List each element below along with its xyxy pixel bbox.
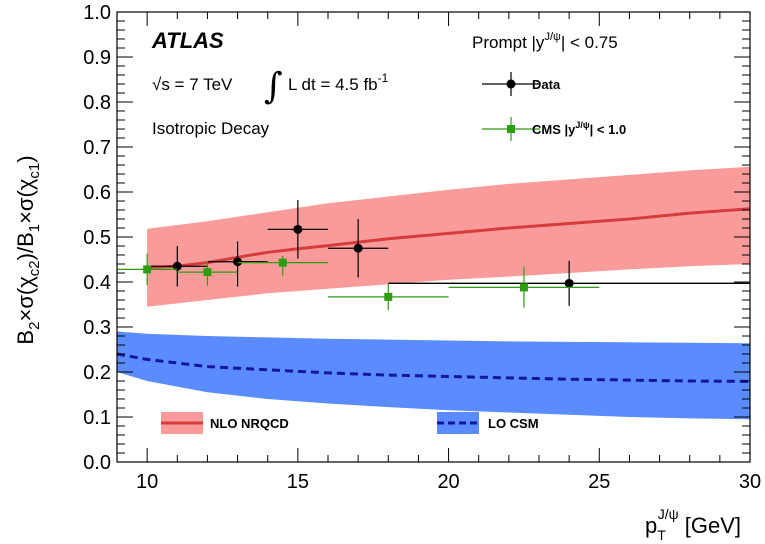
legend-lo: LO CSM: [437, 412, 539, 434]
lo-curve: [116, 352, 751, 383]
y-tick-label: 0.2: [83, 362, 111, 384]
cms-point: [237, 255, 328, 277]
axis-ticks: 10 15 20 25 30 0.0 0.1 0.2 0.3 0.4 0.5 0.6 0.7 0.8 0.9…: [83, 2, 761, 493]
y-tick-label: 0.1: [83, 407, 111, 429]
cms-marker: [384, 292, 393, 301]
data-point: [207, 241, 268, 287]
cms-point: [177, 260, 238, 286]
legend-lo-swatch: [437, 412, 479, 434]
isotropic-label: Isotropic Decay: [152, 119, 270, 138]
data-points: [117, 200, 750, 311]
y-tick-label: 0.6: [83, 182, 111, 204]
y-tick-label: 0.5: [83, 227, 111, 249]
energy-label: √s = 7 TeV: [152, 75, 233, 94]
data-point: [147, 246, 208, 287]
luminosity-label: L dt = 4.5 fb-1: [288, 71, 389, 94]
y-axis-title: B2×σ(χc2)/B1×σ(χc1): [13, 155, 43, 344]
nlo-band: [147, 166, 751, 307]
legend-cms-label: CMS |yJ/ψ| < 1.0: [532, 120, 626, 137]
data-point: [388, 260, 750, 306]
data-marker: [353, 243, 363, 253]
legend-nlo: NLO NRQCD: [161, 412, 289, 434]
legend-cms: CMS |yJ/ψ| < 1.0: [482, 117, 626, 141]
cms-marker: [143, 265, 152, 274]
data-point: [328, 219, 389, 278]
legend-nlo-label: NLO NRQCD: [210, 416, 289, 431]
legend-data: Data: [482, 72, 561, 96]
y-tick-label: 1.0: [83, 2, 111, 24]
x-tick-label: 10: [136, 471, 158, 493]
legend-cms-marker: [507, 125, 515, 133]
x-tick-label: 30: [739, 471, 761, 493]
legend-data-marker: [506, 79, 516, 89]
cms-point: [117, 253, 178, 286]
cms-point: [328, 283, 449, 311]
data-marker: [172, 261, 182, 271]
x-tick-label: 20: [437, 471, 459, 493]
atlas-label: ATLAS: [151, 28, 224, 53]
x-tick-label: 25: [588, 471, 610, 493]
cms-marker: [278, 258, 287, 267]
prompt-rapidity-label: Prompt |yJ/ψ| < 0.75: [472, 31, 618, 52]
y-tick-label: 0.3: [83, 317, 111, 339]
y-tick-label: 0.9: [83, 47, 111, 69]
y-tick-label: 0.0: [83, 452, 111, 474]
data-marker: [293, 224, 303, 234]
data-point: [267, 200, 328, 259]
x-axis-title: pTJ/ψ [GeV]: [645, 506, 741, 543]
y-tick-label: 0.7: [83, 137, 111, 159]
cms-marker: [203, 268, 212, 277]
cms-marker: [519, 283, 528, 292]
y-tick-label: 0.4: [83, 272, 111, 294]
x-tick-label: 15: [287, 471, 309, 493]
data-marker: [233, 257, 243, 267]
cms-point: [448, 267, 600, 308]
legend-lo-label: LO CSM: [488, 416, 539, 431]
legend-data-label: Data: [532, 77, 561, 92]
y-tick-label: 0.8: [83, 92, 111, 114]
integral-sign: ∫: [264, 66, 283, 107]
data-marker: [564, 278, 574, 288]
